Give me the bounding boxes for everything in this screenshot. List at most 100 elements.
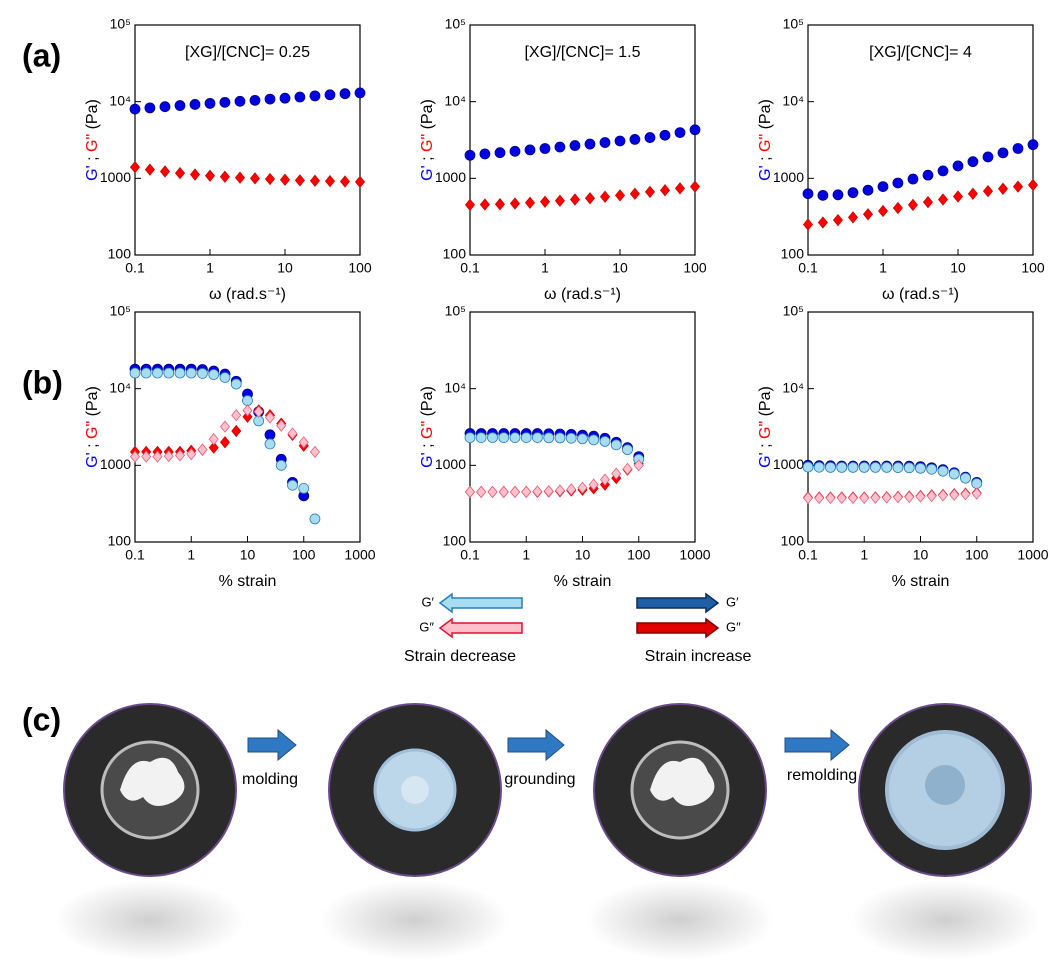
data-point [825,462,835,472]
data-point [541,196,550,207]
data-point [1013,143,1023,153]
y-tick-label: 1000 [773,169,804,185]
x-tick-label: 1 [522,547,530,563]
data-point [495,199,504,210]
y-tick-label: 100 [443,533,467,549]
plot-frame [808,312,1033,542]
shadow [55,880,245,960]
gel-center [925,765,965,805]
data-point [623,445,633,455]
data-point [600,436,610,446]
data-point [532,433,542,443]
data-point [206,170,215,181]
y-tick-label: 10⁵ [445,16,466,32]
data-point [893,203,902,214]
data-point [645,186,654,197]
y-tick-label: 1000 [100,456,131,472]
x-tick-label: 100 [1021,260,1045,276]
data-point [555,433,565,443]
data-point [477,486,486,497]
data-point [1029,179,1038,190]
data-point [983,152,993,162]
y-axis-label: G' ; G" (Pa) [419,99,436,181]
data-point [476,433,486,443]
process-label: grounding [504,771,575,788]
data-point [848,188,858,198]
data-point [570,194,579,205]
data-point [232,410,241,421]
legend-label: G″ [419,619,434,634]
y-axis-label-part: G' [757,452,774,468]
data-point [533,486,542,497]
data-point [232,426,241,437]
data-point [145,164,154,175]
data-point [521,433,531,443]
x-tick-label: 10 [240,547,256,563]
y-tick-label: 10⁴ [109,92,131,108]
data-point [499,433,509,443]
process-arrow [785,730,849,760]
data-point [205,98,215,108]
data-point [818,190,828,200]
data-point [243,405,252,416]
x-tick-label: 0.1 [125,547,145,563]
data-point [220,97,230,107]
data-point [879,205,888,216]
data-point [250,173,259,184]
data-point [480,149,490,159]
y-axis-label-part: G' [84,452,101,468]
data-point [961,473,971,483]
data-point [837,492,846,503]
process-label: molding [242,771,298,788]
data-point [310,514,320,524]
data-point [190,99,200,109]
data-point [511,486,520,497]
data-point [566,433,576,443]
y-axis-label-part: G' [84,165,101,181]
data-point [950,489,959,500]
data-point [250,95,260,105]
x-tick-label: 0.1 [798,260,818,276]
data-point [499,486,508,497]
y-tick-label: 10⁵ [783,303,804,319]
data-point [589,435,599,445]
data-point [220,372,230,382]
data-point [495,148,505,158]
data-point [570,141,580,151]
y-axis-label-part: ; [419,152,436,165]
data-point [235,172,244,183]
y-axis-label-part: G" [757,421,774,439]
legend-arrow [440,594,522,612]
data-point [837,462,847,472]
y-axis-label-part: G" [84,134,101,152]
data-point [1014,181,1023,192]
data-point [904,463,914,473]
data-point [209,370,219,380]
data-point [220,437,229,448]
data-point [630,134,640,144]
y-axis-label-part: (Pa) [84,99,101,134]
y-tick-label: 10⁴ [444,92,466,108]
data-point [916,463,926,473]
data-point [814,462,824,472]
y-axis-label: G' ; G" (Pa) [757,386,774,468]
y-tick-label: 10⁵ [110,303,131,319]
y-tick-label: 100 [443,246,467,262]
data-point [954,191,963,202]
y-axis-label-part: G' [419,165,436,181]
data-point [235,96,245,106]
data-point [1028,140,1038,150]
legend-label: G′ [421,594,434,609]
data-point [164,368,174,378]
y-axis-label-part: (Pa) [757,99,774,134]
data-point [526,197,535,208]
data-point [882,462,892,472]
data-point [525,145,535,155]
y-tick-label: 1000 [100,169,131,185]
data-point [938,166,948,176]
x-axis-label: % strain [892,573,950,590]
data-point [938,490,947,501]
data-point [341,176,350,187]
data-point [175,368,185,378]
data-point [466,199,475,210]
